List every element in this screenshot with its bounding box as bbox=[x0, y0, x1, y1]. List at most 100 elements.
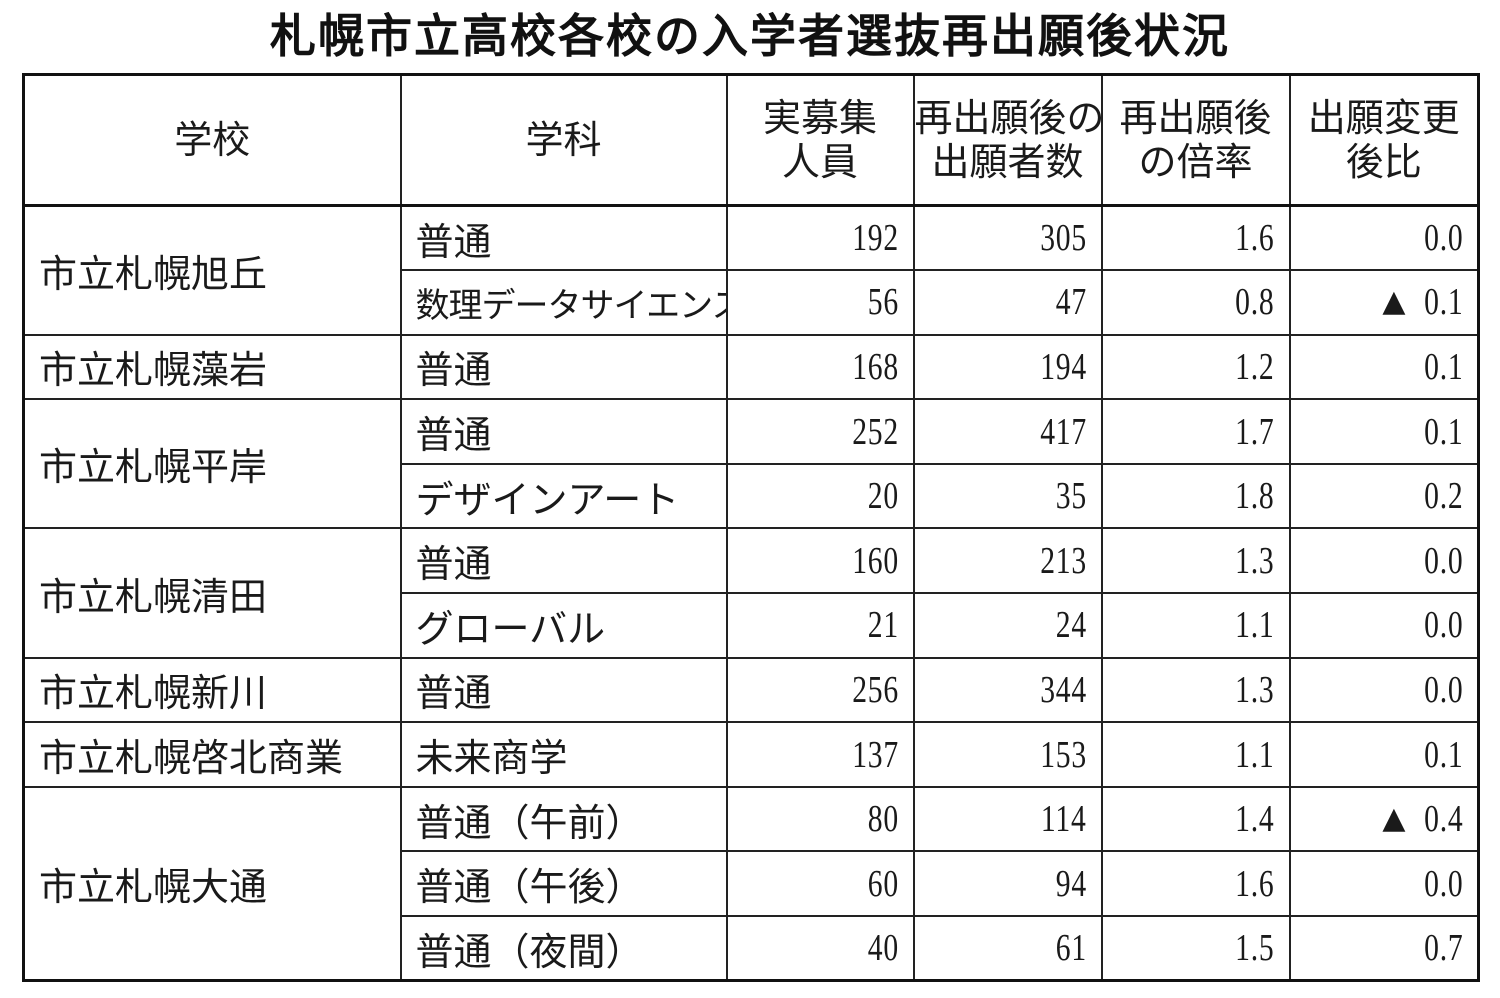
change-value: 0.0 bbox=[1423, 668, 1463, 711]
change-value: 0.2 bbox=[1423, 475, 1463, 518]
ratio-value: 1.5 bbox=[1235, 927, 1275, 970]
course-cell: 普通 bbox=[399, 333, 728, 401]
change-cell: 0.0 bbox=[1288, 850, 1480, 918]
ratio-cell: 1.1 bbox=[1100, 592, 1291, 659]
header-applicants-line2: 出願者数 bbox=[931, 140, 1084, 184]
capacity-cell: 21 bbox=[725, 592, 915, 659]
table-row: 市立札幌啓北商業 未来商学 137 153 1.1 0.1 bbox=[22, 721, 1480, 788]
capacity-value: 80 bbox=[867, 798, 899, 841]
table-row: 市立札幌藻岩 普通 168 194 1.2 0.1 bbox=[22, 333, 1480, 401]
header-change: 出願変更 後比 bbox=[1288, 73, 1480, 207]
table-row: 普通（午後） 60 94 1.6 0.0 bbox=[24, 850, 1480, 918]
change-cell: 0.0 bbox=[1288, 204, 1480, 272]
applicants-cell: 47 bbox=[912, 269, 1103, 336]
ratio-value: 1.7 bbox=[1235, 410, 1275, 453]
ratio-value: 1.3 bbox=[1235, 668, 1275, 711]
change-value: 0.0 bbox=[1423, 539, 1463, 582]
course-cell: 普通 bbox=[399, 527, 728, 595]
header-capacity: 実募集 人員 bbox=[725, 73, 915, 207]
capacity-cell: 40 bbox=[725, 915, 915, 982]
capacity-cell: 20 bbox=[725, 462, 915, 530]
change-cell: 0.1 bbox=[1288, 398, 1480, 465]
course-cell: 普通 bbox=[399, 656, 728, 724]
applicants-value: 35 bbox=[1055, 475, 1087, 518]
capacity-value: 56 bbox=[867, 281, 899, 324]
ratio-cell: 1.4 bbox=[1100, 785, 1291, 853]
ratio-cell: 0.8 bbox=[1100, 269, 1291, 336]
capacity-value: 192 bbox=[851, 217, 899, 260]
course-cell: デザインアート bbox=[399, 462, 728, 530]
ratio-value: 1.6 bbox=[1235, 217, 1275, 260]
course-cell: 普通 bbox=[399, 398, 728, 465]
capacity-value: 168 bbox=[851, 345, 899, 388]
capacity-cell: 56 bbox=[725, 269, 915, 336]
applicants-cell: 344 bbox=[912, 656, 1103, 724]
change-cell: 0.0 bbox=[1288, 592, 1480, 659]
capacity-value: 252 bbox=[851, 410, 899, 453]
change-value: 0.0 bbox=[1423, 604, 1463, 647]
school-cell: 市立札幌平岸 bbox=[22, 398, 402, 530]
table-header: 学校 学科 実募集 人員 再出願後の 出願者数 再出願後 の倍率 出願変更 後比 bbox=[22, 73, 1480, 207]
ratio-value: 1.1 bbox=[1235, 733, 1275, 776]
course-cell: 普通（午前） bbox=[399, 785, 728, 853]
table-row: デザインアート 20 35 1.8 0.2 bbox=[24, 462, 1480, 530]
course-cell: 未来商学 bbox=[399, 721, 728, 788]
capacity-value: 40 bbox=[867, 927, 899, 970]
capacity-cell: 60 bbox=[725, 850, 915, 918]
capacity-value: 256 bbox=[851, 668, 899, 711]
applicants-cell: 305 bbox=[912, 204, 1103, 272]
table-row: 市立札幌旭丘 普通 192 305 1.6 0.0 bbox=[22, 204, 1480, 336]
header-school: 学校 bbox=[22, 73, 402, 207]
capacity-value: 21 bbox=[867, 604, 899, 647]
applicants-value: 24 bbox=[1055, 604, 1087, 647]
course-cell: グローバル bbox=[399, 592, 728, 659]
course-cell: 数理データサイエンス bbox=[399, 269, 728, 336]
header-applicants: 再出願後の 出願者数 bbox=[912, 73, 1103, 207]
change-cell: 0.1 bbox=[1288, 333, 1480, 401]
ratio-cell: 1.3 bbox=[1100, 527, 1291, 595]
course-cell: 普通（午後） bbox=[399, 850, 728, 918]
capacity-cell: 256 bbox=[725, 656, 915, 724]
ratio-cell: 1.3 bbox=[1100, 656, 1291, 724]
applicants-cell: 24 bbox=[912, 592, 1103, 659]
table-row: 市立札幌大通 普通（午前） 80 114 1.4 ▲ 0.4 bbox=[22, 785, 1480, 982]
capacity-cell: 168 bbox=[725, 333, 915, 401]
capacity-cell: 160 bbox=[725, 527, 915, 595]
change-cell: 0.1 bbox=[1288, 721, 1480, 788]
capacity-cell: 192 bbox=[725, 204, 915, 272]
ratio-value: 1.4 bbox=[1235, 798, 1275, 841]
school-cell: 市立札幌藻岩 bbox=[22, 333, 402, 401]
table-body: 市立札幌旭丘 普通 192 305 1.6 0.0 数理データサイエンス 56 47 0.8 ▲ 0.… bbox=[22, 204, 1480, 982]
applicants-value: 153 bbox=[1039, 733, 1087, 776]
change-value: 0.1 bbox=[1423, 733, 1463, 776]
decrease-triangle-icon: ▲ bbox=[1382, 801, 1407, 837]
applicants-cell: 417 bbox=[912, 398, 1103, 465]
applicants-cell: 114 bbox=[912, 785, 1103, 853]
admissions-table: 学校 学科 実募集 人員 再出願後の 出願者数 再出願後 の倍率 出願変更 後比… bbox=[22, 73, 1480, 983]
capacity-cell: 80 bbox=[725, 785, 915, 853]
page-title: 札幌市立高校各校の入学者選抜再出願後状況 bbox=[270, 9, 1230, 63]
capacity-cell: 252 bbox=[725, 398, 915, 465]
change-cell: 0.0 bbox=[1288, 527, 1480, 595]
course-cell: 普通（夜間） bbox=[399, 915, 728, 982]
applicants-cell: 35 bbox=[912, 462, 1103, 530]
capacity-value: 20 bbox=[867, 475, 899, 518]
decrease-triangle-icon: ▲ bbox=[1382, 284, 1407, 320]
ratio-value: 1.2 bbox=[1235, 345, 1275, 388]
table-row: 数理データサイエンス 56 47 0.8 ▲ 0.1 bbox=[24, 269, 1480, 336]
change-value: 0.1 bbox=[1423, 410, 1463, 453]
course-cell: 普通 bbox=[399, 204, 728, 272]
school-cell: 市立札幌啓北商業 bbox=[22, 721, 402, 788]
change-cell: ▲ 0.1 bbox=[1288, 269, 1480, 336]
applicants-value: 417 bbox=[1039, 410, 1087, 453]
applicants-value: 114 bbox=[1040, 798, 1087, 841]
capacity-value: 60 bbox=[867, 862, 899, 905]
applicants-value: 305 bbox=[1039, 217, 1087, 260]
table-row: 市立札幌清田 普通 160 213 1.3 0.0 bbox=[22, 527, 1480, 659]
change-value: 0.0 bbox=[1423, 217, 1463, 260]
ratio-value: 1.1 bbox=[1235, 604, 1275, 647]
ratio-cell: 1.6 bbox=[1100, 850, 1291, 918]
change-value: 0.4 bbox=[1423, 798, 1463, 841]
applicants-value: 194 bbox=[1039, 345, 1087, 388]
table-row: 市立札幌新川 普通 256 344 1.3 0.0 bbox=[22, 656, 1480, 724]
